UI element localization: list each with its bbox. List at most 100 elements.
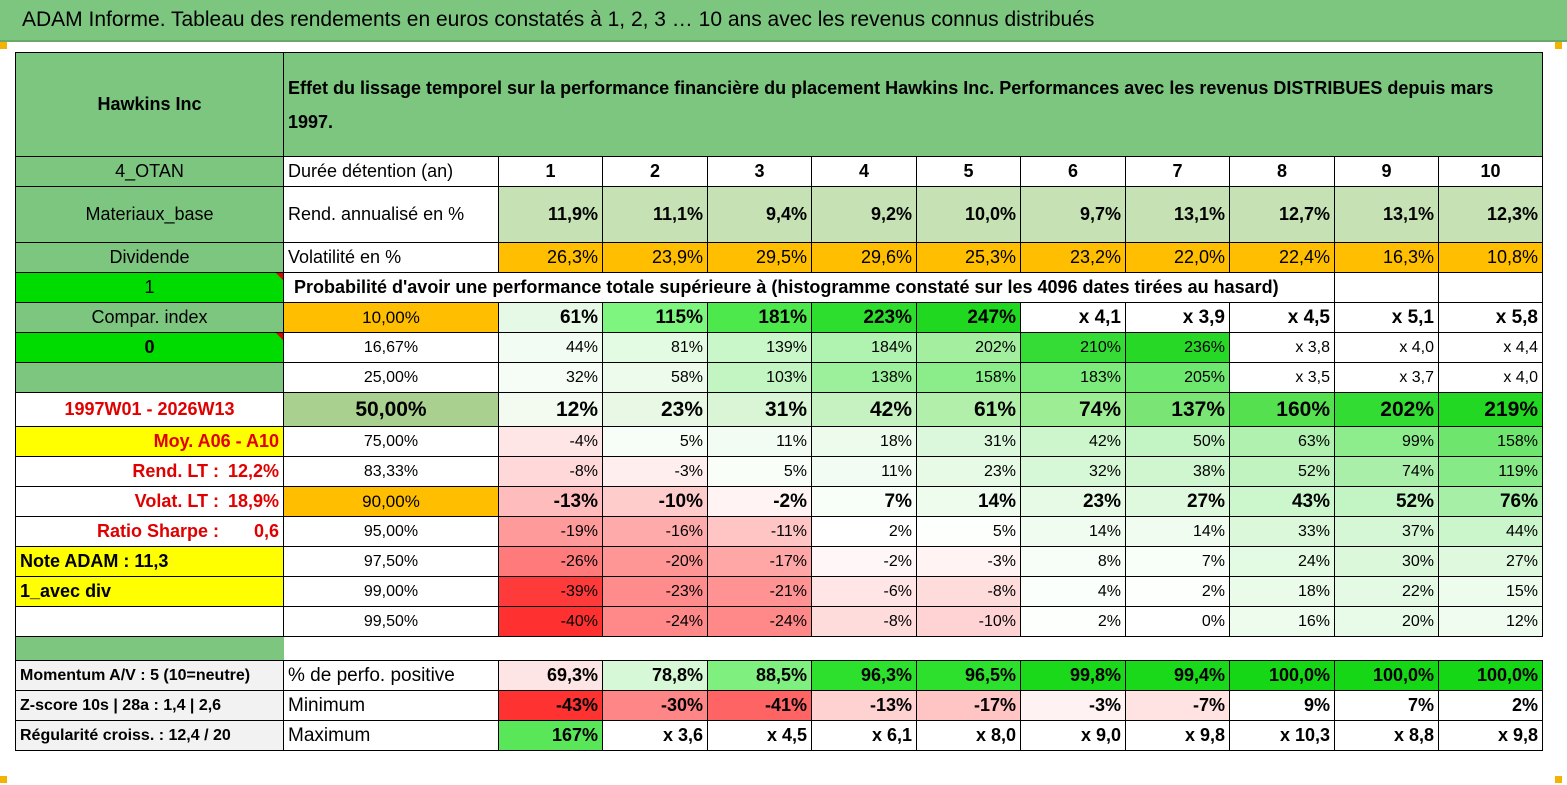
- perf-positive-cell: 96,3%: [811, 660, 917, 691]
- prob-cell: -8%: [811, 606, 917, 637]
- prob-cell: 74%: [1334, 456, 1439, 487]
- prob-row: Note ADAM : 11,3 97,50% -26% -20% -17% -2% -3%…: [15, 546, 1543, 577]
- perf-positive-cell: 69,3%: [498, 660, 603, 691]
- side-blank: [15, 362, 284, 393]
- corner-marker: [1555, 776, 1562, 783]
- vol-cell: 22,4%: [1229, 242, 1335, 273]
- prob-cell: 7%: [1125, 546, 1230, 577]
- stats-row: Z-score 10s | 28a : 1,4 | 2,6 Minimum -43%…: [15, 690, 1543, 721]
- prob-cell: -20%: [602, 546, 708, 577]
- prob-cell: 5%: [707, 456, 812, 487]
- sharpe-block-label: Ratio Sharpe :: [96, 521, 219, 541]
- prob-cell: 14%: [1020, 516, 1126, 547]
- flag-zero-cell[interactable]: 0: [15, 332, 284, 363]
- prob-threshold: 16,67%: [283, 332, 499, 363]
- corner-marker: [0, 776, 7, 783]
- prob-cell: 23%: [916, 456, 1021, 487]
- prob-cell: 7%: [811, 486, 917, 517]
- prob-cell: 44%: [498, 332, 603, 363]
- prob-cell: 22%: [1334, 576, 1439, 607]
- minimum-cell: -17%: [916, 690, 1021, 721]
- prob-cell: 27%: [1125, 486, 1230, 517]
- prob-cell: 183%: [1020, 362, 1126, 393]
- prob-cell: -24%: [707, 606, 812, 637]
- prob-cell: 20%: [1334, 606, 1439, 637]
- prob-cell: 74%: [1020, 392, 1126, 427]
- perf-positive-cell: 88,5%: [707, 660, 812, 691]
- prob-cell: -16%: [602, 516, 708, 547]
- year-header: 2: [602, 156, 708, 187]
- rend-cell: 9,7%: [1020, 186, 1126, 243]
- maximum-row-label: Maximum: [283, 720, 499, 751]
- empty-cell: [1438, 272, 1543, 303]
- prob-cell: 24%: [1229, 546, 1335, 577]
- prob-cell: 119%: [1438, 456, 1543, 487]
- prob-cell: 11%: [811, 456, 917, 487]
- volat-lt-block-value: 18,9%: [227, 491, 279, 511]
- rend-lt-block-value: 12,2%: [227, 461, 279, 481]
- minimum-cell: -7%: [1125, 690, 1230, 721]
- flag-one-cell[interactable]: 1: [15, 272, 284, 303]
- prob-cell: 23%: [602, 392, 708, 427]
- prob-cell: 0%: [1125, 606, 1230, 637]
- fund-code: 4_OTAN: [15, 156, 284, 187]
- prob-cell: x 3,5: [1229, 362, 1335, 393]
- perf-positive-cell: 100,0%: [1438, 660, 1543, 691]
- prob-cell: -26%: [498, 546, 603, 577]
- prob-cell: 12%: [498, 392, 603, 427]
- prob-cell: 52%: [1229, 456, 1335, 487]
- prob-threshold: 95,00%: [283, 516, 499, 547]
- prob-cell: 2%: [811, 516, 917, 547]
- minimum-cell: 9%: [1229, 690, 1335, 721]
- prob-cell: 115%: [602, 302, 708, 333]
- vol-cell: 23,9%: [602, 242, 708, 273]
- moy-label: Moy. A06 - A10: [15, 426, 284, 457]
- maximum-cell: x 9,8: [1125, 720, 1230, 751]
- table-description: Effet du lissage temporel sur la perform…: [283, 52, 1543, 157]
- prob-cell: 31%: [707, 392, 812, 427]
- prob-cell: -39%: [498, 576, 603, 607]
- prob-threshold: 50,00%: [283, 392, 499, 427]
- prob-row: Ratio Sharpe :0,6 95,00% -19% -16% -11% 2% 5% 1…: [15, 516, 1543, 547]
- minimum-side-label: Z-score 10s | 28a : 1,4 | 2,6: [15, 690, 284, 721]
- prob-cell: 42%: [1020, 426, 1126, 457]
- prob-cell: 37%: [1334, 516, 1439, 547]
- prob-cell: x 5,8: [1438, 302, 1543, 333]
- perf-positive-cell: 100,0%: [1229, 660, 1335, 691]
- prob-row: 0 16,67% 44% 81% 139% 184% 202% 210% 236% x 3,8 x …: [15, 332, 1543, 363]
- prob-cell: 11%: [707, 426, 812, 457]
- perf-positive-side-label: Momentum A/V : 5 (10=neutre): [15, 660, 284, 691]
- prob-cell: 43%: [1229, 486, 1335, 517]
- perf-positive-row-label: % de perfo. positive: [283, 660, 499, 691]
- note-adam-label: Note ADAM : 11,3: [15, 546, 284, 577]
- prob-cell: 15%: [1438, 576, 1543, 607]
- rend-cell: 11,9%: [498, 186, 603, 243]
- prob-cell: 103%: [707, 362, 812, 393]
- prob-cell: -2%: [707, 486, 812, 517]
- maximum-cell: x 6,1: [811, 720, 917, 751]
- maximum-cell: x 10,3: [1229, 720, 1335, 751]
- prob-cell: -2%: [811, 546, 917, 577]
- prob-cell: 27%: [1438, 546, 1543, 577]
- prob-cell: x 3,9: [1125, 302, 1230, 333]
- minimum-cell: -41%: [707, 690, 812, 721]
- volat-lt-block-label: Volat. LT :: [134, 491, 219, 511]
- prob-cell: 32%: [498, 362, 603, 393]
- vol-cell: 16,3%: [1334, 242, 1439, 273]
- side-blank: [15, 606, 284, 637]
- prob-cell: x 4,0: [1334, 332, 1439, 363]
- prob-cell: -4%: [498, 426, 603, 457]
- prob-cell: 5%: [916, 516, 1021, 547]
- perf-positive-cell: 99,4%: [1125, 660, 1230, 691]
- page-title: ADAM Informe. Tableau des rendements en …: [22, 8, 1095, 31]
- prob-row: Compar. index 10,00% 61% 115% 181% 223% 247% x …: [15, 302, 1543, 333]
- rend-lt-block: Rend. LT : 12,2%: [15, 456, 284, 487]
- prob-cell: 236%: [1125, 332, 1230, 363]
- empty-cell: [1334, 272, 1439, 303]
- prob-cell: 14%: [1125, 516, 1230, 547]
- year-header: 4: [811, 156, 917, 187]
- prob-row: 1997W01 - 2026W13 50,00% 12% 23% 31% 42% 61% 74…: [15, 392, 1543, 427]
- rend-lt-block-label: Rend. LT :: [132, 461, 219, 481]
- prob-row: Rend. LT : 12,2% 83,33% -8% -3% 5% 11% 23% 32% 38…: [15, 456, 1543, 487]
- rend-cell: 10,0%: [916, 186, 1021, 243]
